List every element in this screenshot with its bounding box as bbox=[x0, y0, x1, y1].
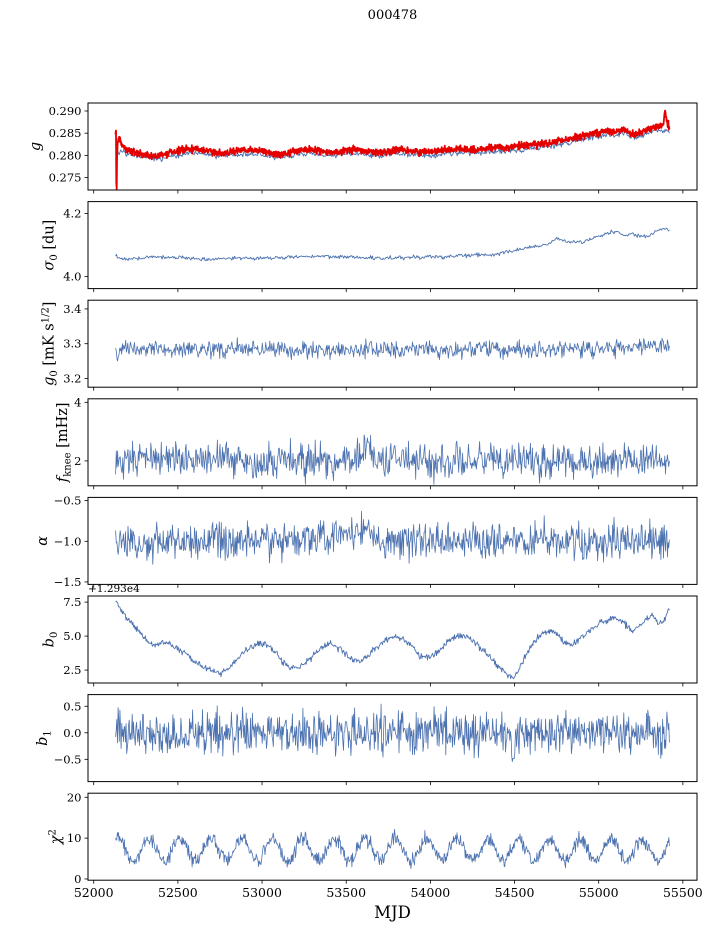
y-axis-label: σ0 [du] bbox=[42, 220, 61, 271]
axes-frame bbox=[87, 102, 698, 191]
x-tick-label: 53000 bbox=[242, 885, 282, 900]
axes-frame bbox=[87, 398, 698, 487]
series-g-red bbox=[114, 109, 671, 190]
series-chi2 bbox=[115, 829, 670, 870]
axes-frame bbox=[87, 792, 698, 881]
y-tick-label: 3.3 bbox=[63, 337, 81, 351]
y-tick-label: 0.5 bbox=[63, 699, 81, 713]
y-tick-label: 0.285 bbox=[49, 126, 82, 140]
x-tick-label: 52000 bbox=[74, 885, 114, 900]
panel-g: 0.275 0.280 0.285 0.290 g bbox=[28, 102, 698, 194]
panel-alpha: −1.5 −1.0 −0.5 α bbox=[35, 494, 698, 589]
axes-frame bbox=[87, 496, 698, 585]
y-tick-label: −0.5 bbox=[54, 752, 82, 766]
y-axis-label: g0 [mK s1/2] bbox=[41, 302, 61, 386]
y-tick-label: 0.290 bbox=[49, 104, 82, 118]
x-tick-label: 55500 bbox=[663, 885, 703, 900]
y-tick-label: 0.0 bbox=[63, 726, 81, 740]
y-tick-label: 2.5 bbox=[63, 663, 81, 677]
series-b1 bbox=[115, 703, 670, 762]
y-axis-label: fknee [mHz] bbox=[55, 402, 74, 483]
series-g0 bbox=[115, 337, 670, 362]
series-b0 bbox=[115, 600, 670, 680]
axes-frame bbox=[87, 299, 698, 388]
y-tick-label: 4.2 bbox=[63, 207, 81, 221]
y-tick-label: 3.4 bbox=[63, 302, 81, 316]
y-tick-label: 7.5 bbox=[63, 595, 81, 609]
x-axis-label: MJD bbox=[374, 903, 411, 922]
series-fknee bbox=[115, 434, 670, 485]
x-tick-label: 54000 bbox=[410, 885, 450, 900]
y-tick-label: 4.0 bbox=[63, 270, 81, 284]
y-tick-label: −1.0 bbox=[54, 534, 82, 548]
panel-sigma0: 4.0 4.2σ0 [du] bbox=[42, 201, 698, 293]
panel-chi2: 0 10 20 χ2 52000 52500 53000 53500 54000 54500 550… bbox=[47, 790, 702, 922]
y-axis-label: χ2 bbox=[47, 829, 64, 845]
panel-g0: 3.2 3.3 3.4g0 [mK s1/2] bbox=[41, 299, 698, 391]
y-tick-label: −1.5 bbox=[54, 575, 82, 589]
y-tick-label: 0.275 bbox=[49, 171, 82, 185]
y-tick-label: 2 bbox=[74, 454, 81, 468]
x-tick-label: 53500 bbox=[326, 885, 366, 900]
series-alpha bbox=[115, 510, 670, 565]
axes-frame bbox=[87, 201, 698, 290]
y-axis-label: b1 bbox=[35, 730, 54, 746]
y-axis-label: g bbox=[28, 142, 44, 151]
series-sigma0 bbox=[115, 227, 670, 262]
x-tick-label: 54500 bbox=[495, 885, 535, 900]
y-tick-label: 4 bbox=[74, 395, 81, 409]
y-tick-label: −0.5 bbox=[54, 494, 82, 508]
axes-frame bbox=[87, 694, 698, 783]
figure-title: 000478 bbox=[367, 8, 418, 23]
y-axis-label: b0 bbox=[42, 632, 61, 648]
x-tick-label: 55000 bbox=[579, 885, 619, 900]
y-tick-label: 3.2 bbox=[63, 372, 81, 386]
y-tick-label: 10 bbox=[67, 831, 82, 845]
x-tick-label: 52500 bbox=[158, 885, 198, 900]
panel-b0: 2.5 5.0 7.5 +1.293e4 b0 bbox=[42, 583, 698, 687]
y-tick-label: 0.280 bbox=[49, 148, 82, 162]
panel-b1: −0.5 0.0 0.5 b1 bbox=[35, 694, 698, 786]
y-tick-label: 0 bbox=[74, 872, 81, 886]
y-axis-label: α bbox=[35, 536, 51, 546]
axis-offset-text: +1.293e4 bbox=[88, 583, 140, 595]
y-tick-label: 20 bbox=[67, 790, 82, 804]
axes-frame bbox=[87, 595, 698, 684]
y-tick-label: 5.0 bbox=[63, 629, 81, 643]
